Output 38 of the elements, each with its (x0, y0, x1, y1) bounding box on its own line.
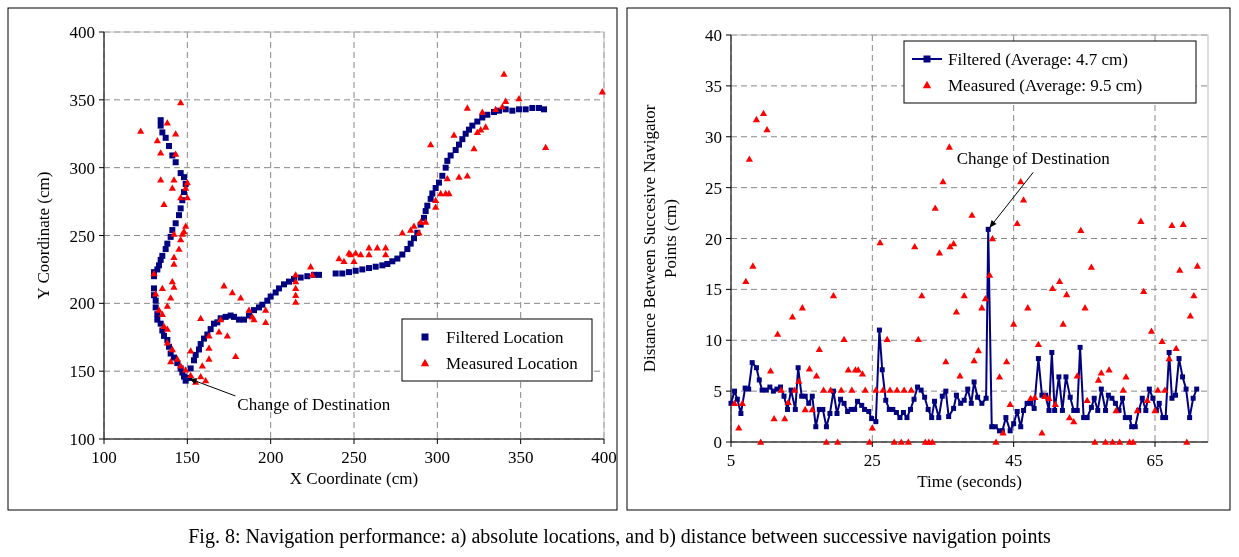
y-tick-label: 35 (705, 76, 722, 96)
annotation: Change of Destination (237, 394, 391, 414)
x-tick-label: 250 (341, 448, 367, 467)
y-tick-label: 150 (69, 362, 95, 382)
x-tick-label: 150 (174, 448, 201, 467)
x-axis-title: X Coordinate (cm) (289, 469, 419, 488)
y-tick-label: 25 (705, 178, 722, 198)
annotation: Change of Destination (956, 149, 1111, 169)
legend-label: Measured Location (446, 354, 579, 373)
y-tick-label: 250 (69, 226, 95, 246)
y-tick-label: 5 (713, 382, 722, 402)
legend-label: Filtered (Average: 4.7 cm) (948, 50, 1129, 69)
x-tick-label: 400 (591, 448, 617, 467)
caption: Fig. 8: Navigation performance: a) absolute locations, and b) distance between successive navigation points (188, 525, 1051, 548)
y-axis-title: Distance Between Succesive Navigator Points (cm) (640, 104, 680, 373)
x-tick-label: 200 (257, 448, 284, 467)
legend-label: Measured (Average: 9.5 cm) (948, 76, 1143, 95)
y-axis-title: Y Coordinate (cm) (34, 171, 53, 300)
y-tick-label: 300 (69, 158, 95, 178)
legend-label: Filtered Location (446, 328, 565, 347)
x-tick-label: 5 (726, 451, 736, 470)
x-tick-label: 25 (863, 451, 881, 470)
x-tick-label: 65 (1146, 451, 1164, 470)
x-tick-label: 300 (424, 448, 451, 467)
y-tick-label: 15 (705, 280, 722, 300)
y-tick-label: 20 (705, 229, 722, 249)
x-tick-label: 100 (91, 448, 117, 467)
y-tick-label: 0 (713, 433, 722, 452)
x-axis-title: Time (seconds) (917, 472, 1022, 491)
x-tick-label: 350 (507, 448, 534, 467)
y-tick-label: 350 (69, 90, 95, 110)
y-tick-label: 10 (705, 331, 722, 351)
y-tick-label: 30 (705, 127, 722, 147)
y-tick-label: 400 (69, 23, 95, 42)
x-tick-label: 45 (1005, 451, 1023, 470)
y-tick-label: 40 (705, 26, 722, 45)
y-tick-label: 200 (69, 294, 95, 314)
y-tick-label: 100 (69, 430, 95, 449)
